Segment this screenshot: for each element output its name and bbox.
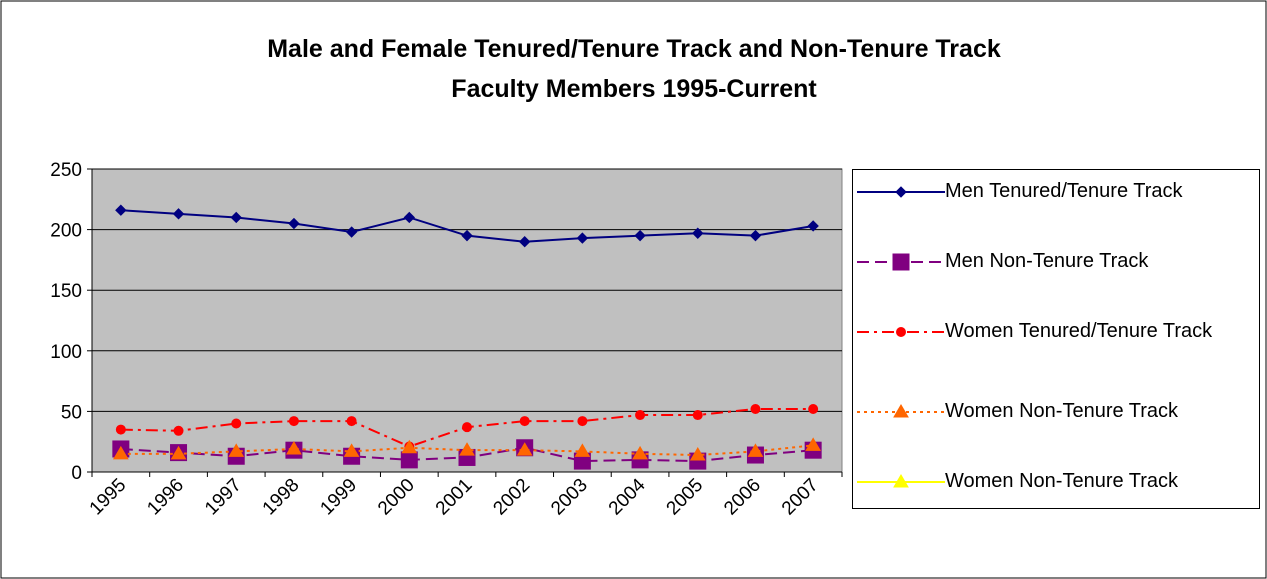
data-point (170, 445, 187, 460)
data-point (692, 227, 704, 239)
data-point (173, 425, 184, 436)
data-point (231, 418, 242, 429)
legend-marker (895, 186, 907, 198)
data-point (692, 410, 703, 421)
data-point (805, 437, 822, 451)
data-point (462, 422, 472, 433)
data-point (747, 443, 764, 457)
legend-item: Women Tenured/Tenure Track (853, 318, 1250, 345)
legend-swatch (857, 474, 945, 488)
data-point (519, 416, 530, 427)
y-tick-label: 150 (50, 281, 82, 302)
y-tick-label: 0 (71, 463, 82, 484)
data-point (228, 443, 245, 457)
legend-label: Women Non-Tenure Track (945, 400, 1179, 422)
data-point (577, 416, 588, 427)
legend-swatch (857, 327, 945, 337)
data-point (288, 217, 300, 230)
data-point (461, 229, 473, 242)
data-point (750, 403, 761, 414)
data-point (807, 220, 819, 232)
legend-marker (892, 253, 910, 271)
data-point (576, 232, 589, 244)
y-tick-label: 50 (61, 402, 82, 423)
chart-title: Male and Female Tenured/Tenure Track and… (267, 35, 1001, 63)
data-point (518, 236, 531, 248)
legend-swatch (857, 253, 945, 271)
data-point (115, 204, 127, 216)
legend-label: Women Tenured/Tenure Track (945, 320, 1213, 342)
data-point (286, 440, 302, 455)
legend-item: Men Non-Tenure Track (853, 248, 1250, 275)
data-point (689, 447, 706, 461)
data-point (635, 410, 646, 421)
y-tick-label: 100 (50, 342, 82, 363)
legend-swatch (857, 186, 945, 198)
legend-label: Women Non-Tenure Track (945, 470, 1179, 492)
data-point (459, 442, 475, 456)
legend: Men Tenured/Tenure Track Men Non-Tenure T… (852, 169, 1260, 509)
legend-marker (896, 327, 906, 337)
legend-item: Women Non-Tenure Track (853, 398, 1250, 425)
data-point (401, 439, 418, 454)
data-point (808, 403, 819, 414)
legend-marker (893, 474, 909, 488)
data-point (345, 226, 358, 238)
data-point (115, 424, 126, 435)
data-point (112, 445, 129, 460)
data-point (403, 211, 416, 224)
legend-item: Men Tenured/Tenure Track (853, 178, 1250, 205)
data-point (574, 443, 591, 457)
data-point (749, 229, 762, 242)
plot-area (91, 168, 843, 473)
data-point (400, 451, 418, 469)
data-point (230, 211, 242, 224)
data-point (172, 208, 185, 220)
data-point (343, 443, 360, 457)
data-point (288, 416, 299, 427)
legend-label: Men Non-Tenure Track (945, 250, 1149, 272)
legend-label: Men Tenured/Tenure Track (945, 180, 1183, 202)
chart-title: Faculty Members 1995-Current (451, 75, 817, 103)
data-point (634, 229, 646, 242)
legend-swatch (857, 404, 945, 418)
y-tick-label: 200 (50, 221, 82, 242)
data-point (632, 445, 648, 460)
y-tick-label: 250 (50, 160, 82, 181)
legend-marker (893, 404, 909, 418)
data-point (516, 442, 533, 456)
data-point (346, 416, 357, 427)
legend-item: Women Non-Tenure Track (853, 468, 1250, 495)
